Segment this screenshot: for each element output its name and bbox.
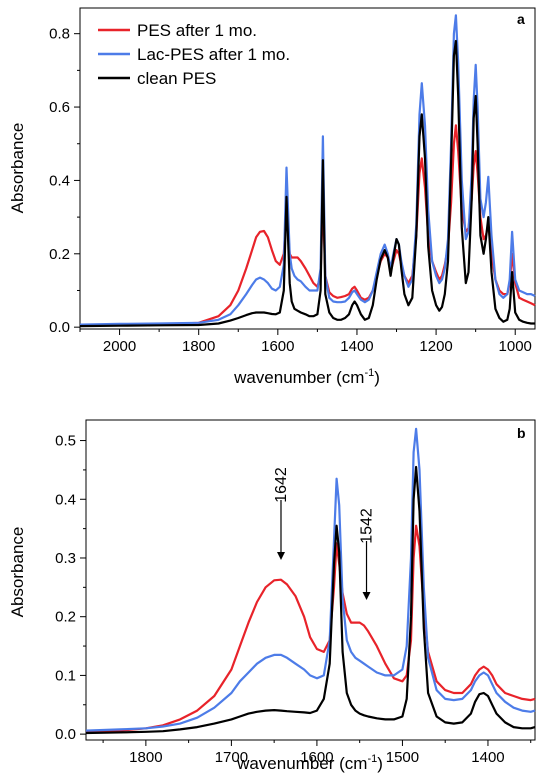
y-tick-label: 0.2 [49,246,70,263]
annotation-label: 1642 [273,467,290,503]
y-tick-label: 0.8 [49,26,70,43]
x-axis-label: wavenumber (cm-1) [236,753,383,773]
y-axis-label: Absorbance [8,527,27,618]
x-tick-label: 1600 [300,749,333,766]
y-tick-label: 0.3 [55,550,76,567]
series-group [85,427,536,735]
series-line-3 [85,465,536,735]
series-line-1 [85,524,536,733]
axis-ticks: 2000 1800 1600 1400 1200 1000 0.0 0.2 0.4 0.6 0.8 [49,26,532,355]
y-tick-label: 0.0 [55,726,76,743]
x-tick-label: 1000 [499,338,532,355]
y-tick-label: 0.2 [55,609,76,626]
x-tick-label: 1800 [129,749,162,766]
plot-frame [85,419,536,741]
x-tick-label: 1400 [471,749,504,766]
y-tick-label: 0.5 [55,433,76,450]
annotations: 1642 1542 [273,467,376,600]
y-tick-label: 0.4 [49,172,70,189]
series-line-2 [85,427,536,732]
series-group [79,14,536,328]
annotation-label: 1542 [359,508,376,544]
y-tick-label: 0.0 [49,319,70,336]
y-axis-label: Absorbance [8,123,27,214]
axis-ticks: 1800 1700 1600 1500 1400 0.0 0.1 0.2 0.3 0.4 0.5 [55,433,532,766]
x-axis-label: wavenumber (cm-1) [233,367,380,387]
y-tick-label: 0.4 [55,491,76,508]
x-tick-label: 1500 [386,749,419,766]
legend-label: clean PES [137,69,216,88]
panel-a: 2000 1800 1600 1400 1200 10000.00.20.40.60.8 … [8,7,536,387]
x-axis-label-sup: -1 [367,753,377,765]
y-tick-label: 0.6 [49,99,70,116]
x-tick-label: 1600 [261,338,294,355]
y-tick-label: 0.1 [55,667,76,684]
x-axis-label-sup: -1 [364,367,374,379]
legend-label: Lac-PES after 1 mo. [137,45,290,64]
panel-b: 1800 1700 1600 1500 1400 0.0 0.1 0.2 0.3 0.4 0.5 b… [8,419,536,773]
series-line-3 [79,39,535,328]
panel-label: b [517,425,526,441]
plot-frame [79,7,536,330]
panel-label: a [517,11,525,27]
series-line-1 [79,124,536,327]
x-tick-label: 1700 [215,749,248,766]
legend-label: PES after 1 mo. [137,21,257,40]
x-tick-label: 2000 [103,338,136,355]
annotation-arrow-head [276,552,285,560]
x-tick-label: 1800 [182,338,215,355]
x-tick-label: 1400 [340,338,373,355]
x-tick-label: 1200 [419,338,452,355]
legend: PES after 1 mo. Lac-PES after 1 mo. clean … [98,21,290,88]
annotation-arrow-head [362,592,371,600]
